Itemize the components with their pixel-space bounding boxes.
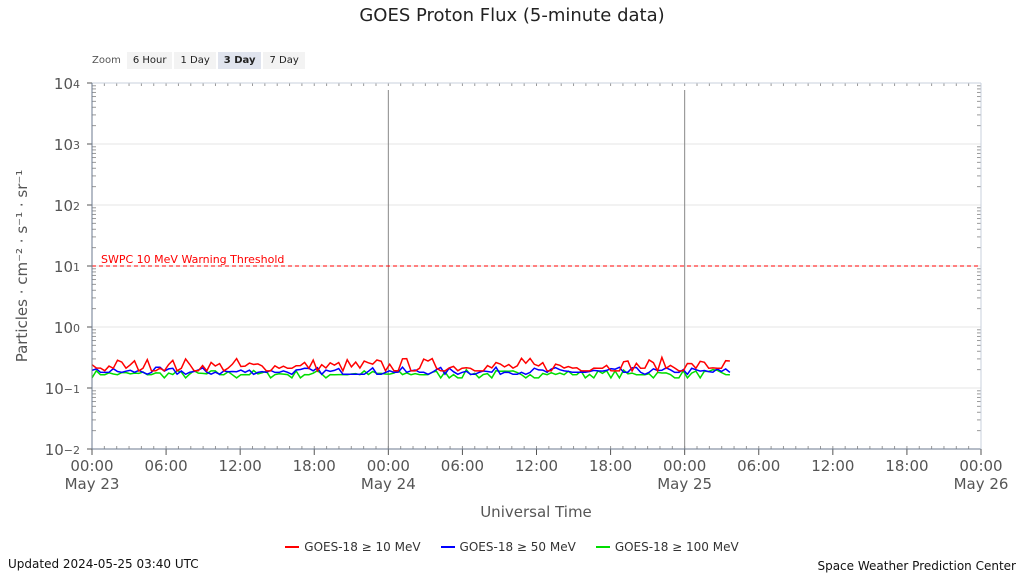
y-tick-label: 10−2: [45, 441, 80, 459]
x-tick-time: 12:00: [515, 457, 558, 475]
series-line-2: [91, 368, 730, 380]
x-tick-time: 06:00: [144, 457, 187, 475]
x-tick-time: 00:00: [70, 457, 113, 475]
updated-timestamp: Updated 2024-05-25 03:40 UTC: [8, 557, 199, 571]
legend-item-10mev[interactable]: GOES-18 ≥ 10 MeV: [285, 540, 421, 554]
zoom-6-hour-button[interactable]: 6 Hour: [126, 51, 173, 69]
zoom-3-day-button[interactable]: 3 Day: [217, 51, 262, 69]
zoom-label: Zoom: [92, 54, 121, 66]
y-axis-label: Particles · cm⁻² · s⁻¹ · sr⁻¹: [13, 170, 31, 363]
legend-item-50mev[interactable]: GOES-18 ≥ 50 MeV: [440, 540, 576, 554]
series-line-0: [91, 355, 730, 373]
x-tick-time: 00:00: [959, 457, 1002, 475]
x-tick-date: May 23: [65, 475, 120, 493]
x-tick-time: 06:00: [737, 457, 780, 475]
x-tick-time: 18:00: [293, 457, 336, 475]
series-lines: [91, 355, 731, 380]
y-tick-labels: 104 103 102 101 100 10−1 10−2: [45, 75, 80, 459]
axes: [87, 82, 982, 455]
y-tick-label: 102: [54, 197, 80, 215]
y-tick-label: 100: [54, 319, 80, 337]
legend-item-100mev[interactable]: GOES-18 ≥ 100 MeV: [595, 540, 739, 554]
x-axis-label: Universal Time: [480, 503, 592, 521]
credit-text: Space Weather Prediction Center: [817, 559, 1016, 573]
legend-swatch-50mev: [440, 546, 455, 548]
zoom-control: Zoom 6 Hour 1 Day 3 Day 7 Day: [92, 50, 307, 70]
legend-swatch-100mev: [595, 546, 610, 548]
y-tick-label: 103: [54, 136, 80, 154]
y-tick-label: 101: [54, 258, 80, 276]
legend: GOES-18 ≥ 10 MeV GOES-18 ≥ 50 MeV GOES-1…: [0, 540, 1024, 554]
y-tick-label: 104: [54, 75, 80, 93]
chart-title: GOES Proton Flux (5-minute data): [359, 5, 665, 26]
threshold-label: SWPC 10 MeV Warning Threshold: [101, 253, 284, 266]
x-tick-time: 00:00: [367, 457, 410, 475]
legend-label-50mev: GOES-18 ≥ 50 MeV: [459, 540, 576, 554]
legend-label-100mev: GOES-18 ≥ 100 MeV: [614, 540, 739, 554]
x-tick-time: 18:00: [589, 457, 632, 475]
legend-label-10mev: GOES-18 ≥ 10 MeV: [304, 540, 421, 554]
x-tick-time: 12:00: [219, 457, 262, 475]
y-tick-label: 10−1: [45, 380, 80, 398]
x-tick-date: May 25: [657, 475, 712, 493]
x-tick-date: May 26: [954, 475, 1009, 493]
day-markers: [387, 90, 686, 449]
x-tick-time: 00:00: [663, 457, 706, 475]
x-tick-time: 12:00: [811, 457, 854, 475]
x-tick-date: May 24: [361, 475, 416, 493]
zoom-1-day-button[interactable]: 1 Day: [174, 51, 216, 69]
legend-swatch-10mev: [285, 546, 300, 548]
x-tick-time: 18:00: [885, 457, 928, 475]
x-tick-time: 06:00: [441, 457, 484, 475]
zoom-7-day-button[interactable]: 7 Day: [263, 51, 305, 69]
